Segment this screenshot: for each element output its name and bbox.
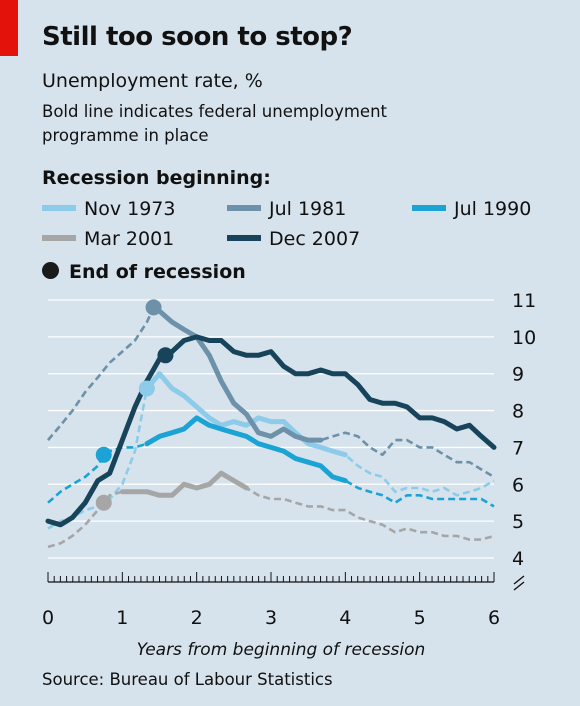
y-tick-label-8: 8 xyxy=(512,401,524,423)
end-of-recession-marker-dec-2007 xyxy=(157,347,174,364)
x-tick-label-2: 2 xyxy=(191,607,203,629)
end-of-recession-marker-mar-2001 xyxy=(95,494,112,511)
legend-item-end-of-recession: End of recession xyxy=(42,261,246,283)
brand-red-tab xyxy=(0,0,18,56)
chart-subtitle: Unemployment rate, % xyxy=(42,70,263,92)
y-tick-label-10: 10 xyxy=(512,327,536,349)
y-tick-label-5: 5 xyxy=(512,511,524,533)
series-line-dashed-nov-1973 xyxy=(47,372,495,530)
series-line-dashed-jul-1990 xyxy=(47,416,495,508)
legend-swatch-mar-2001 xyxy=(42,234,76,241)
legend-swatch-nov-1973 xyxy=(42,204,76,211)
chart-gridlines xyxy=(48,299,494,559)
legend-label-end-of-recession: End of recession xyxy=(69,261,246,283)
chart-title: Still too soon to stop? xyxy=(42,22,353,52)
end-of-recession-markers xyxy=(95,299,174,511)
y-tick-label-9: 9 xyxy=(512,364,524,386)
legend-label-mar-2001: Mar 2001 xyxy=(84,228,175,250)
y-tick-label-4: 4 xyxy=(512,548,524,570)
series-line-bold-jul-1990 xyxy=(144,415,348,484)
legend-item-jul-1990: Jul 1990 xyxy=(412,198,531,220)
legend-item-nov-1973: Nov 1973 xyxy=(42,198,175,220)
x-tick-label-6: 6 xyxy=(488,607,500,629)
x-axis-label: Years from beginning of recession xyxy=(137,640,426,660)
end-of-recession-marker-nov-1973 xyxy=(138,380,155,397)
legend-swatch-jul-1981 xyxy=(227,204,261,211)
series-line-bold-nov-1973 xyxy=(144,371,348,458)
legend-item-mar-2001: Mar 2001 xyxy=(42,228,174,250)
y-axis: 4 5 6 7 8 9 10 11 xyxy=(512,290,536,591)
legend-item-dec-2007: Dec 2007 xyxy=(227,228,360,250)
y-tick-label-11: 11 xyxy=(512,290,536,312)
source-note: Source: Bureau of Labour Statistics xyxy=(42,670,333,689)
end-of-recession-marker-jul-1990 xyxy=(95,446,112,463)
x-tick-label-3: 3 xyxy=(265,607,277,629)
end-of-recession-dot-icon xyxy=(42,262,59,279)
legend-label-dec-2007: Dec 2007 xyxy=(269,228,361,250)
legend-label-nov-1973: Nov 1973 xyxy=(84,198,176,220)
series-line-bold-dec-2007 xyxy=(45,334,497,528)
legend-item-jul-1981: Jul 1981 xyxy=(227,198,346,220)
legend-swatch-jul-1990 xyxy=(412,204,446,211)
series-line-bold-mar-2001 xyxy=(119,470,249,498)
x-tick-label-4: 4 xyxy=(339,607,351,629)
series-line-bold-jul-1981 xyxy=(151,304,324,443)
y-tick-label-6: 6 xyxy=(512,474,524,496)
series-line-dashed-jul-1981 xyxy=(47,306,495,479)
legend-heading: Recession beginning: xyxy=(42,167,271,189)
series-line-dashed-mar-2001 xyxy=(47,471,495,549)
legend-swatch-dec-2007 xyxy=(227,234,261,241)
x-axis: 0 1 2 3 4 5 6 xyxy=(42,572,500,629)
chart-note: Bold line indicates federal unemployment… xyxy=(42,102,388,145)
chart-series xyxy=(45,304,497,549)
axis-break-icon xyxy=(513,575,525,591)
x-tick-label-0: 0 xyxy=(42,607,54,629)
legend-label-jul-1981: Jul 1981 xyxy=(269,198,347,220)
legend-label-jul-1990: Jul 1990 xyxy=(454,198,532,220)
end-of-recession-marker-jul-1981 xyxy=(145,299,162,316)
y-tick-label-7: 7 xyxy=(512,437,524,459)
x-tick-label-1: 1 xyxy=(116,607,128,629)
x-tick-label-5: 5 xyxy=(414,607,426,629)
